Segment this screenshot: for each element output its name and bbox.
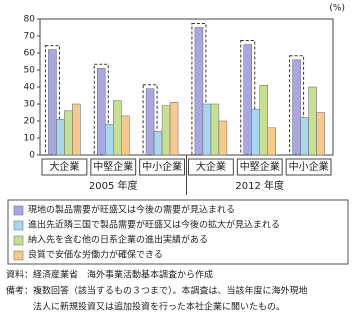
category-box xyxy=(90,158,137,176)
note: 法人に新規投資又は追加投資を行った本社企業に聞いたもの。 xyxy=(6,301,285,313)
bar xyxy=(251,108,260,156)
bar xyxy=(267,127,276,156)
legend-label: 進出先近隣三国で製品需要が旺盛又は今後の拡大が見込まれる xyxy=(28,219,280,231)
legend-box xyxy=(7,199,349,265)
category-box xyxy=(188,158,234,176)
bar xyxy=(316,112,325,156)
y-tick-label: 50 xyxy=(24,66,36,76)
bar xyxy=(169,102,179,156)
bar xyxy=(308,86,317,156)
bar xyxy=(113,100,122,156)
bar xyxy=(243,44,252,156)
y-tick-label: 80 xyxy=(24,15,36,25)
bar xyxy=(202,103,212,156)
note: 資料：経済産業省 海外事業活動基本調査から作成 xyxy=(6,269,213,281)
legend-swatch xyxy=(13,250,24,261)
category-box xyxy=(41,158,88,176)
y-tick-label: 0 xyxy=(29,151,35,161)
bar xyxy=(105,124,114,156)
bar xyxy=(300,117,309,156)
y-tick-label: 20 xyxy=(24,117,36,127)
bar xyxy=(64,110,73,156)
highlight-box xyxy=(44,45,60,156)
bar xyxy=(72,103,81,156)
note: 備考：複数回答（該当するもの３つまで）。本調査は、当該年度に海外現地 xyxy=(6,285,308,297)
bar xyxy=(121,115,130,156)
legend-swatch xyxy=(13,235,24,246)
legend-label: 現地の製品需要が旺盛又は今後の需要が見込まれる xyxy=(28,204,235,216)
x-tick-label: 中堅企業 xyxy=(240,160,280,173)
bar xyxy=(97,68,106,156)
x-tick-label: 大企業 xyxy=(49,160,79,173)
bar xyxy=(48,49,57,156)
highlight-box xyxy=(142,84,158,156)
category-box xyxy=(236,158,283,176)
y-tick-label: 10 xyxy=(24,134,36,144)
bar xyxy=(194,27,204,156)
bar xyxy=(210,103,220,156)
bar xyxy=(292,59,301,156)
highlight-box xyxy=(289,55,305,156)
bar xyxy=(218,120,228,156)
plot-frame xyxy=(39,18,334,156)
bar xyxy=(161,105,171,156)
bar xyxy=(145,88,155,156)
unit-label: (%) xyxy=(329,4,345,14)
bar xyxy=(56,119,65,156)
x-tick-label: 中小企業 xyxy=(289,160,329,173)
x-tick-label: 中堅企業 xyxy=(93,160,133,173)
y-tick-label: 40 xyxy=(24,83,36,93)
legend-swatch xyxy=(13,205,24,216)
y-tick-label: 60 xyxy=(24,49,36,59)
legend-swatch xyxy=(13,220,24,231)
legend-label: 良質で安価な労働力が確保できる xyxy=(28,249,163,261)
x-tick-label: 大企業 xyxy=(196,160,226,173)
x-tick-label: 中小企業 xyxy=(142,160,182,173)
group-label: 2005 年度 xyxy=(89,179,138,192)
highlight-box xyxy=(240,40,256,156)
legend-label: 納入先を含む他の日系企業の進出実績がある xyxy=(28,234,208,246)
category-box xyxy=(139,158,186,176)
highlight-box xyxy=(93,63,109,156)
category-box xyxy=(285,158,332,176)
highlight-box xyxy=(191,23,207,156)
y-tick-label: 70 xyxy=(24,32,36,42)
bar xyxy=(153,130,163,156)
group-label: 2012 年度 xyxy=(235,179,284,192)
y-tick-label: 30 xyxy=(24,100,36,110)
bar xyxy=(259,85,268,156)
